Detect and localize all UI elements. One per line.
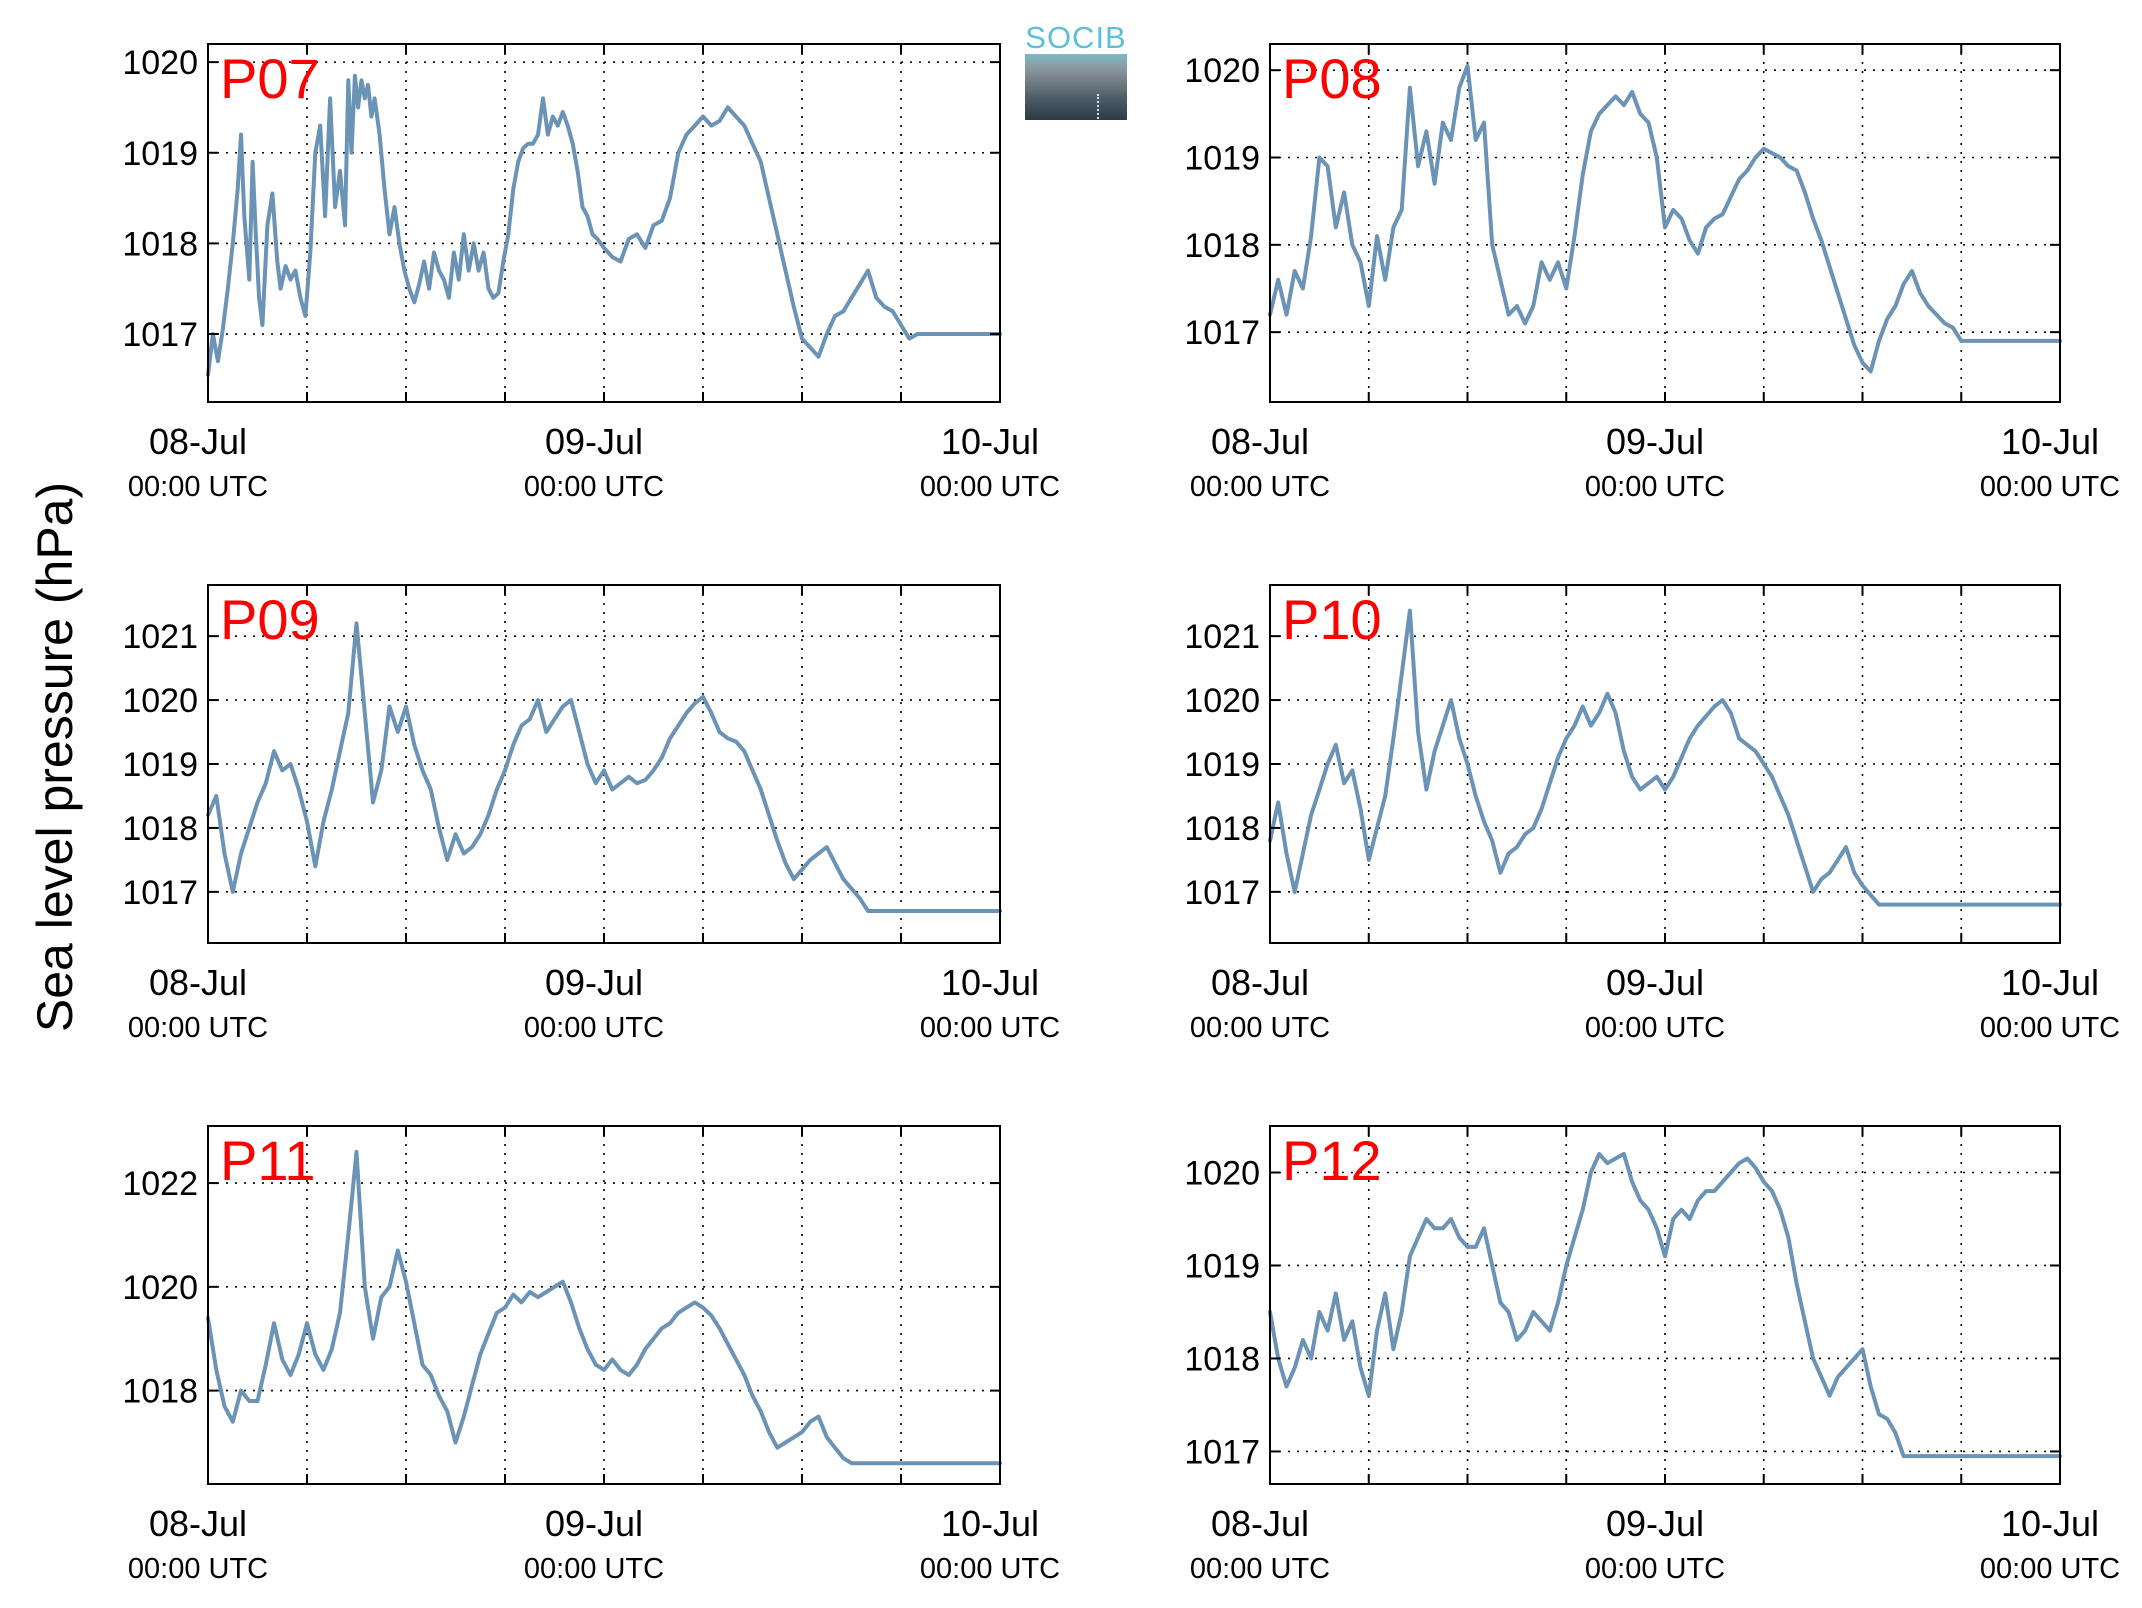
x-tick-label-date: 08-Jul xyxy=(1211,1503,1309,1544)
y-tick-label: 1018 xyxy=(122,1373,198,1411)
x-tick-label-time: 00:00 UTC xyxy=(920,471,1060,503)
y-tick-label: 1022 xyxy=(122,1165,198,1203)
panel-label: P10 xyxy=(1282,588,1382,651)
pressure-line xyxy=(206,621,1002,913)
y-tick-label: 1021 xyxy=(122,618,198,656)
panel-label: P09 xyxy=(220,588,320,651)
x-tick-label-date: 10-Jul xyxy=(941,421,1039,462)
y-tick-label: 1018 xyxy=(1184,810,1260,848)
y-tick-label: 1017 xyxy=(1184,874,1260,912)
y-tick-label: 1018 xyxy=(1184,1340,1260,1378)
x-tick-label-time: 00:00 UTC xyxy=(524,471,664,503)
logo-graphic xyxy=(1025,54,1127,122)
x-tick-label-date: 10-Jul xyxy=(2001,962,2099,1003)
x-tick-label-time: 00:00 UTC xyxy=(1585,1553,1725,1585)
x-tick-label-time: 00:00 UTC xyxy=(1980,471,2120,503)
panel-p07: 1017 1018 1019 1020 08-Jul 00:00 UTC 09-Jul 00:… xyxy=(122,43,1060,503)
x-tick-label-time: 00:00 UTC xyxy=(524,1553,664,1585)
x-tick-label-date: 08-Jul xyxy=(1211,962,1309,1003)
x-tick-label-time: 00:00 UTC xyxy=(1585,1012,1725,1044)
panel-p09: 1017 1018 1019 1020 1021 08-Jul 00:00 UTC 09-Ju… xyxy=(122,584,1060,1044)
axes-frame xyxy=(207,1125,1001,1485)
x-tick-label-time: 00:00 UTC xyxy=(1585,471,1725,503)
pressure-line xyxy=(1268,63,2062,374)
y-tick-label: 1018 xyxy=(1184,227,1260,265)
y-tick-label: 1019 xyxy=(1184,140,1260,178)
panel-label: P08 xyxy=(1282,47,1382,110)
panel-label: P07 xyxy=(220,47,320,110)
pressure-line xyxy=(1268,1151,2062,1459)
axes-frame xyxy=(207,43,1001,403)
y-tick-label: 1019 xyxy=(1184,1247,1260,1285)
x-tick-label-time: 00:00 UTC xyxy=(920,1553,1060,1585)
y-tick-label: 1019 xyxy=(122,746,198,784)
x-tick-label-date: 10-Jul xyxy=(941,1503,1039,1544)
pressure-line xyxy=(206,1149,1002,1466)
y-tick-label: 1017 xyxy=(122,874,198,912)
x-tick-label-time: 00:00 UTC xyxy=(1190,1553,1330,1585)
panel-p11: 1018 1020 1022 08-Jul 00:00 UTC 09-Jul 00:00 U… xyxy=(122,1125,1060,1585)
figure-ylabel: Sea level pressure (hPa) xyxy=(27,482,83,1032)
x-tick-label-time: 00:00 UTC xyxy=(1190,1012,1330,1044)
panel-p12: 1017 1018 1019 1020 08-Jul 00:00 UTC 09-Jul 00:… xyxy=(1184,1125,2120,1585)
pressure-line xyxy=(206,73,1002,377)
x-tick-label-date: 09-Jul xyxy=(545,962,643,1003)
x-tick-label-date: 08-Jul xyxy=(149,421,247,462)
y-tick-label: 1020 xyxy=(1184,52,1260,90)
panel-p08: 1017 1018 1019 1020 08-Jul 00:00 UTC 09-Jul 00:… xyxy=(1184,43,2120,503)
x-tick-label-date: 10-Jul xyxy=(941,962,1039,1003)
y-tick-label: 1019 xyxy=(1184,746,1260,784)
panel-label: P12 xyxy=(1282,1129,1382,1192)
x-tick-label-time: 00:00 UTC xyxy=(128,471,268,503)
x-tick-label-time: 00:00 UTC xyxy=(1980,1553,2120,1585)
logo-text: SOCIB xyxy=(1025,20,1127,55)
x-tick-label-time: 00:00 UTC xyxy=(128,1553,268,1585)
y-tick-label: 1018 xyxy=(122,225,198,263)
x-tick-label-date: 09-Jul xyxy=(1606,1503,1704,1544)
y-tick-label: 1020 xyxy=(1184,1154,1260,1192)
x-tick-label-date: 08-Jul xyxy=(1211,421,1309,462)
x-tick-label-time: 00:00 UTC xyxy=(524,1012,664,1044)
socib-logo: SOCIB xyxy=(1025,20,1127,122)
y-tick-label: 1020 xyxy=(1184,682,1260,720)
y-tick-label: 1020 xyxy=(122,682,198,720)
y-tick-label: 1018 xyxy=(122,810,198,848)
x-tick-label-time: 00:00 UTC xyxy=(128,1012,268,1044)
panel-p10: 1017 1018 1019 1020 1021 08-Jul 00:00 UTC 09-Ju… xyxy=(1184,584,2120,1044)
x-tick-label-date: 10-Jul xyxy=(2001,421,2099,462)
y-tick-label: 1020 xyxy=(122,1269,198,1307)
y-tick-label: 1017 xyxy=(1184,314,1260,352)
x-tick-label-time: 00:00 UTC xyxy=(1190,471,1330,503)
y-tick-label: 1021 xyxy=(1184,618,1260,656)
x-tick-label-date: 09-Jul xyxy=(545,1503,643,1544)
panel-label: P11 xyxy=(220,1129,315,1192)
x-tick-label-date: 08-Jul xyxy=(149,1503,247,1544)
pressure-line xyxy=(1268,608,2062,907)
y-tick-label: 1020 xyxy=(122,44,198,82)
x-tick-label-date: 09-Jul xyxy=(545,421,643,462)
x-tick-label-date: 09-Jul xyxy=(1606,421,1704,462)
x-tick-label-date: 10-Jul xyxy=(2001,1503,2099,1544)
x-tick-label-date: 08-Jul xyxy=(149,962,247,1003)
x-tick-label-time: 00:00 UTC xyxy=(920,1012,1060,1044)
y-tick-label: 1017 xyxy=(122,316,198,354)
x-tick-label-time: 00:00 UTC xyxy=(1980,1012,2120,1044)
x-tick-label-date: 09-Jul xyxy=(1606,962,1704,1003)
y-tick-label: 1017 xyxy=(1184,1433,1260,1471)
y-tick-label: 1019 xyxy=(122,135,198,173)
